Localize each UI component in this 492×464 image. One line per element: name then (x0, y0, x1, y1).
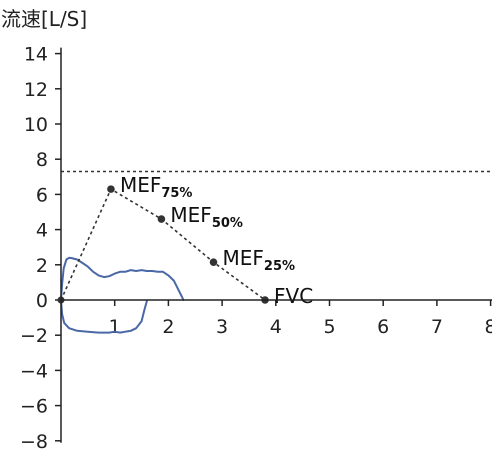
y-tick-label: 2 (36, 255, 48, 277)
y-tick-label: 8 (36, 149, 48, 171)
predicted-point-sublabel: 25% (264, 259, 295, 274)
y-tick-label: 12 (24, 79, 48, 101)
y-tick-label: 4 (36, 220, 48, 242)
inspiratory-curve (60, 299, 148, 334)
predicted-point-label: MEF75% (120, 173, 193, 201)
x-tick-label: 4 (270, 316, 282, 338)
predicted-point-label: MEF25% (223, 246, 296, 274)
x-tick-label: 8 (485, 316, 492, 338)
y-tick-label: 0 (36, 290, 48, 312)
x-tick-label: 5 (323, 316, 335, 338)
x-tick-label: 7 (431, 316, 443, 338)
y-tick-label: −8 (20, 431, 48, 453)
x-tick-label: 6 (377, 316, 389, 338)
predicted-point (107, 185, 115, 193)
predicted-point-sublabel: 50% (212, 216, 243, 231)
predicted-point (209, 258, 218, 266)
y-tick-label: 10 (24, 114, 48, 136)
expiratory-curve (60, 256, 185, 301)
predicted-point-sublabel: 75% (161, 186, 192, 201)
y-tick-label: 14 (24, 44, 48, 66)
y-tick-label: −4 (20, 360, 48, 382)
predicted-point-label: FVC (274, 284, 313, 308)
predicted-point (157, 215, 166, 223)
y-tick-label: −6 (20, 396, 48, 418)
x-tick-label: 3 (216, 316, 228, 338)
y-tick-label: 6 (36, 184, 48, 206)
predicted-line (60, 187, 266, 301)
x-tick-label: 2 (162, 316, 174, 338)
y-axis-title: 流速[L/S] (1, 7, 87, 31)
predicted-point-label: MEF50% (170, 203, 243, 231)
y-tick-label: −2 (20, 325, 48, 347)
x-tick-label: 1 (109, 316, 121, 338)
